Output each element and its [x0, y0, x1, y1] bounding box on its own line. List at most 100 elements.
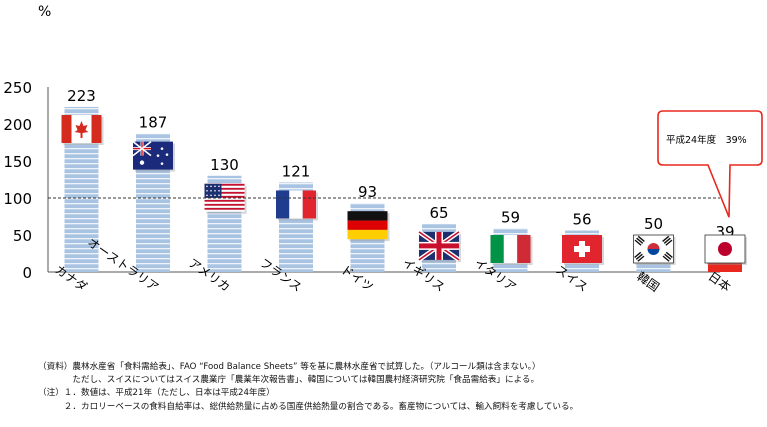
flag-body: [61, 114, 102, 143]
star: [218, 185, 220, 188]
flag-part: [633, 234, 674, 264]
bar-group-korea: 50 韓国: [633, 215, 676, 294]
bars: 223カナダ187オーストラリア130アメリカ121フランス93ドイツ65イギリ…: [48, 87, 747, 294]
star: [210, 185, 212, 188]
star: [165, 153, 169, 156]
flag-part: [204, 195, 245, 198]
footnotes: （資料）農林水産省「食料需給表」、FAO “Food Balance Sheet…: [38, 361, 578, 414]
flag-part: [204, 207, 245, 210]
star: [160, 147, 164, 150]
value-label: 130: [210, 156, 239, 174]
flag-body: [562, 235, 602, 263]
maple-leaf: [74, 120, 89, 138]
flag-part: [204, 201, 245, 204]
flag-part: [204, 185, 245, 188]
category-label: 韓国: [634, 269, 662, 294]
flag-body: [204, 183, 245, 212]
usa-flag-icon: [204, 183, 247, 214]
star: [206, 185, 208, 188]
flag-part: [132, 140, 152, 157]
flag-part: [436, 231, 442, 260]
trigram: [663, 237, 671, 244]
flag-part: [302, 190, 316, 219]
flag-part: [347, 229, 388, 240]
sun-disc: [718, 242, 732, 256]
flag-part: [204, 191, 245, 194]
star: [218, 194, 220, 197]
flag-body: [132, 140, 173, 170]
value-label: 223: [67, 87, 96, 105]
trigram: [637, 235, 645, 242]
flag-part: [204, 197, 245, 200]
uk-flag-icon: [417, 230, 461, 262]
star: [210, 190, 212, 192]
y-tick-label: 200: [3, 116, 32, 134]
star: [160, 162, 164, 165]
trigram: [665, 251, 673, 258]
trigram: [665, 239, 673, 246]
star: [218, 190, 220, 192]
y-tick-label: 250: [3, 79, 32, 97]
flag-part: [517, 235, 531, 263]
flag-part: [204, 189, 245, 192]
france-flag-icon: [276, 190, 318, 221]
flag-part: [704, 234, 746, 264]
flag-part: [204, 187, 245, 190]
flag-part: [490, 235, 504, 263]
flag-body: [704, 234, 746, 264]
flag-body: [276, 190, 316, 219]
value-label: 93: [358, 183, 377, 201]
star: [206, 194, 208, 197]
y-tick-label: 150: [3, 153, 32, 171]
japan-flag-icon: [704, 234, 747, 265]
value-label: 187: [139, 114, 168, 132]
flag-part: [347, 220, 388, 230]
flag-part: [347, 211, 388, 221]
flag-body: [417, 230, 461, 262]
trigram: [664, 253, 672, 260]
flag-body: [490, 235, 531, 263]
trigram: [637, 255, 645, 262]
flag-body: [633, 234, 674, 264]
note-line: ただし、スイスについてはスイス農業庁「農業年次報告書」、韓国については韓国農村経…: [38, 375, 540, 386]
flag-part: [204, 209, 245, 212]
flag-part: [503, 235, 518, 263]
y-tick-label: 0: [22, 264, 32, 282]
star: [210, 194, 212, 197]
value-label: 65: [429, 204, 448, 222]
trigram: [634, 239, 642, 246]
flag-part: [574, 246, 590, 252]
flag-part: [204, 183, 222, 198]
star: [214, 194, 216, 197]
australia-flag-icon: [132, 140, 175, 172]
y-tick-label: 100: [3, 190, 32, 208]
callout-bubble: [657, 110, 763, 218]
value-label: 121: [282, 162, 311, 180]
trigram: [662, 235, 670, 242]
callout: 平成24年度 39%: [657, 110, 763, 218]
y-tick-label: 50: [13, 227, 32, 245]
trigram: [636, 237, 644, 244]
value-label: 59: [501, 208, 520, 226]
canada-flag-icon: [61, 114, 104, 145]
flag-part: [204, 205, 245, 208]
star: [139, 160, 145, 165]
y-axis-unit-label: %: [38, 4, 51, 20]
flag-part: [204, 203, 245, 206]
taeguk: [647, 249, 660, 255]
star: [206, 190, 208, 192]
callout-text: 平成24年度 39%: [666, 134, 747, 146]
note-line: ２．カロリーベースの食料自給率は、総供給熱量に占める国産供給熱量の割合である。畜…: [38, 401, 579, 412]
trigram: [635, 253, 643, 260]
flag-body: [347, 211, 388, 240]
flag-part: [276, 190, 290, 219]
note-line: （注）１．数値は、平成21年（ただし、日本は平成24年度）: [38, 388, 275, 399]
korea-flag-icon: [633, 234, 676, 265]
